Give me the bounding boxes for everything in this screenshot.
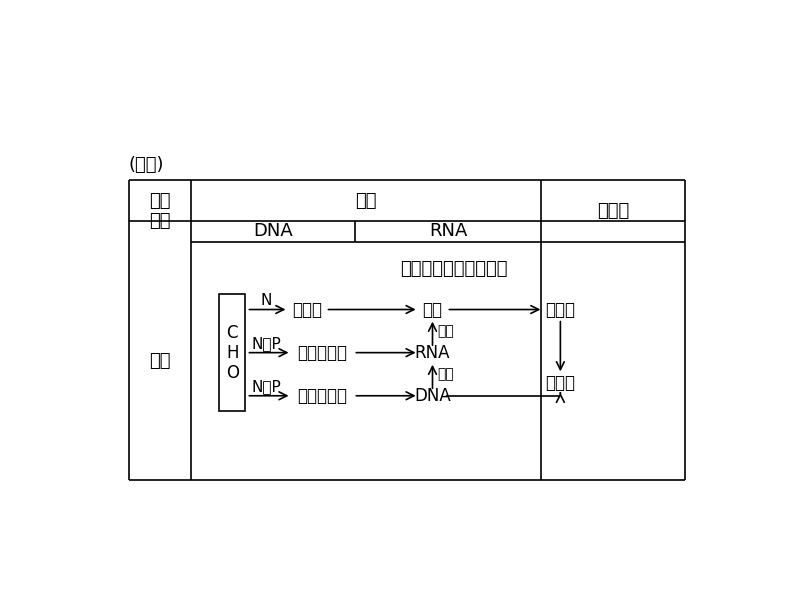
Text: 翻译: 翻译 <box>437 324 454 338</box>
Text: 蛋白质: 蛋白质 <box>545 300 576 318</box>
Text: 核酸: 核酸 <box>355 192 376 210</box>
Text: 肽链: 肽链 <box>422 300 442 318</box>
Text: 核酸控制蛋白质的合成: 核酸控制蛋白质的合成 <box>399 260 507 278</box>
Text: 联系: 联系 <box>149 352 171 370</box>
Text: (续表): (续表) <box>129 156 164 174</box>
Text: N: N <box>260 293 272 308</box>
Text: 核糖核苷酸: 核糖核苷酸 <box>298 344 348 362</box>
Text: 氨基酸: 氨基酸 <box>292 300 322 318</box>
Text: N、P: N、P <box>252 379 281 394</box>
Text: RNA: RNA <box>414 344 450 362</box>
Text: DNA: DNA <box>253 223 293 241</box>
Text: O: O <box>225 364 239 382</box>
Text: RNA: RNA <box>429 223 467 241</box>
Text: DNA: DNA <box>414 387 451 405</box>
Text: 转录: 转录 <box>437 367 454 381</box>
Text: 比较
项目: 比较 项目 <box>149 192 171 230</box>
Text: 脱氧核苷酸: 脱氧核苷酸 <box>298 387 348 405</box>
Text: 染色体: 染色体 <box>545 374 576 393</box>
Text: N、P: N、P <box>252 336 281 351</box>
Text: 蛋白质: 蛋白质 <box>597 202 629 220</box>
Text: H: H <box>226 344 238 362</box>
Bar <box>219 294 245 411</box>
Text: C: C <box>226 324 238 342</box>
